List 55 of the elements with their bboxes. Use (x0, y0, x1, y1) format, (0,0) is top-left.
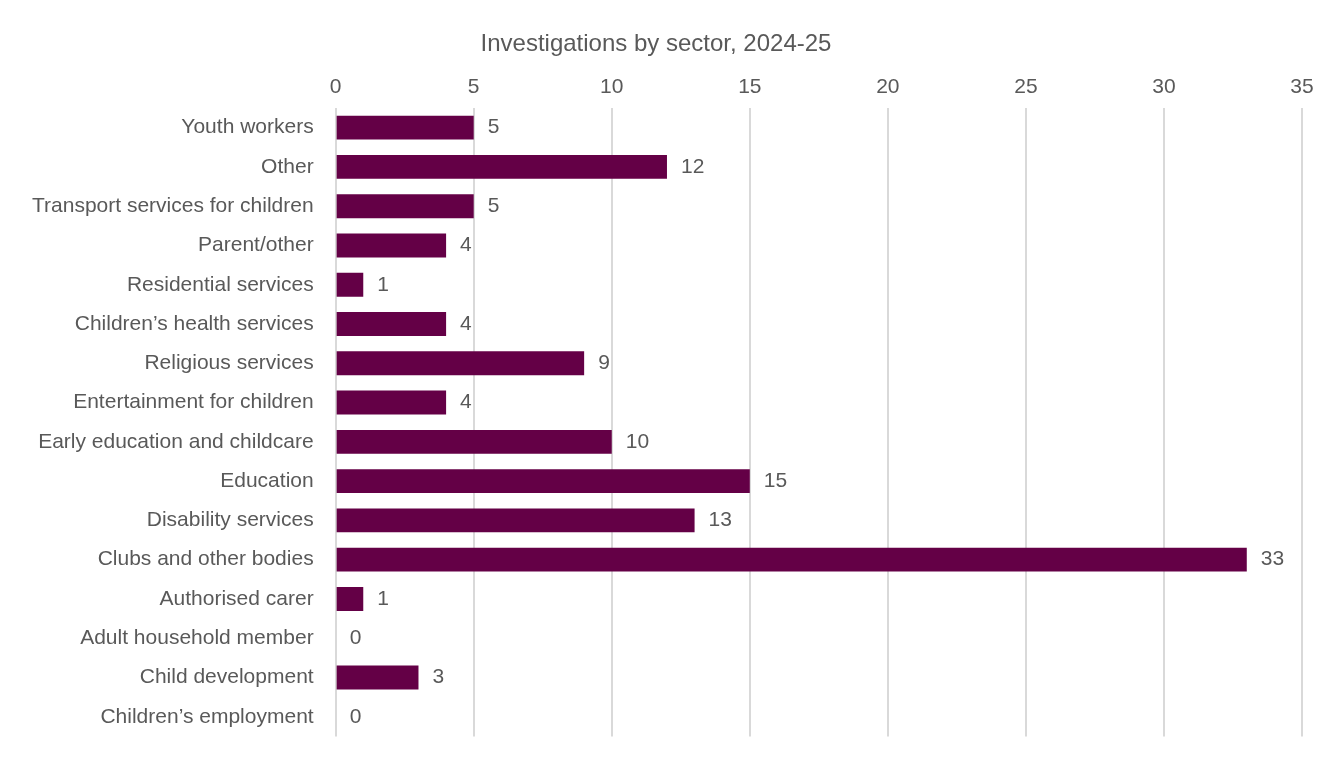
data-label: 4 (460, 389, 473, 413)
y-tick-label: Early education and childcare (38, 428, 314, 452)
x-tick-label: 0 (329, 74, 342, 98)
x-tick-label: 25 (1014, 74, 1038, 98)
data-label: 13 (708, 507, 732, 531)
bar (336, 154, 667, 179)
y-tick-label: Child development (139, 664, 314, 688)
y-tick-label: Disability services (146, 507, 314, 531)
x-tick-label: 30 (1152, 74, 1176, 98)
data-label: 5 (487, 192, 500, 216)
bar (336, 351, 585, 376)
y-tick-label: Education (220, 467, 314, 491)
bar (336, 390, 447, 415)
data-label: 4 (460, 310, 473, 334)
x-tick-label: 5 (467, 74, 480, 98)
x-tick-label: 10 (600, 74, 624, 98)
data-label: 0 (349, 703, 362, 727)
y-tick-label: Entertainment for children (73, 389, 314, 413)
chart-title: Investigations by sector, 2024-25 (480, 29, 832, 57)
data-label: 9 (598, 350, 610, 374)
y-tick-label: Other (261, 153, 314, 177)
data-label: 3 (432, 664, 445, 688)
y-tick-label: Residential services (126, 271, 314, 295)
y-tick-label: Parent/other (198, 232, 314, 256)
data-label: 5 (487, 114, 500, 138)
data-label: 33 (1260, 546, 1285, 570)
bar (336, 469, 750, 494)
y-tick-label: Children’s employment (100, 703, 314, 727)
y-tick-label: Religious services (144, 350, 314, 374)
bar (336, 586, 364, 611)
data-label: 4 (460, 232, 473, 256)
bar (336, 233, 447, 258)
data-label: 1 (377, 585, 389, 609)
x-tick-label: 15 (738, 74, 762, 98)
y-tick-label: Authorised carer (159, 585, 314, 609)
bar (336, 429, 612, 454)
data-label: 15 (763, 467, 788, 491)
bar (336, 115, 474, 140)
bar (336, 312, 447, 336)
bar (336, 508, 695, 533)
y-tick-label: Children’s health services (74, 310, 314, 334)
data-label: 12 (680, 153, 705, 177)
bar (336, 665, 419, 690)
data-label: 1 (377, 271, 389, 295)
x-tick-label: 20 (876, 74, 900, 98)
data-label: 0 (349, 625, 362, 649)
y-tick-label: Transport services for children (32, 192, 314, 216)
y-tick-label: Youth workers (181, 114, 314, 138)
bar (336, 194, 474, 219)
data-label: 10 (625, 428, 650, 452)
bar (336, 272, 364, 297)
x-tick-label: 35 (1290, 74, 1314, 98)
y-tick-label: Adult household member (80, 625, 314, 649)
y-tick-label: Clubs and other bodies (97, 546, 314, 570)
bar (336, 547, 1247, 572)
